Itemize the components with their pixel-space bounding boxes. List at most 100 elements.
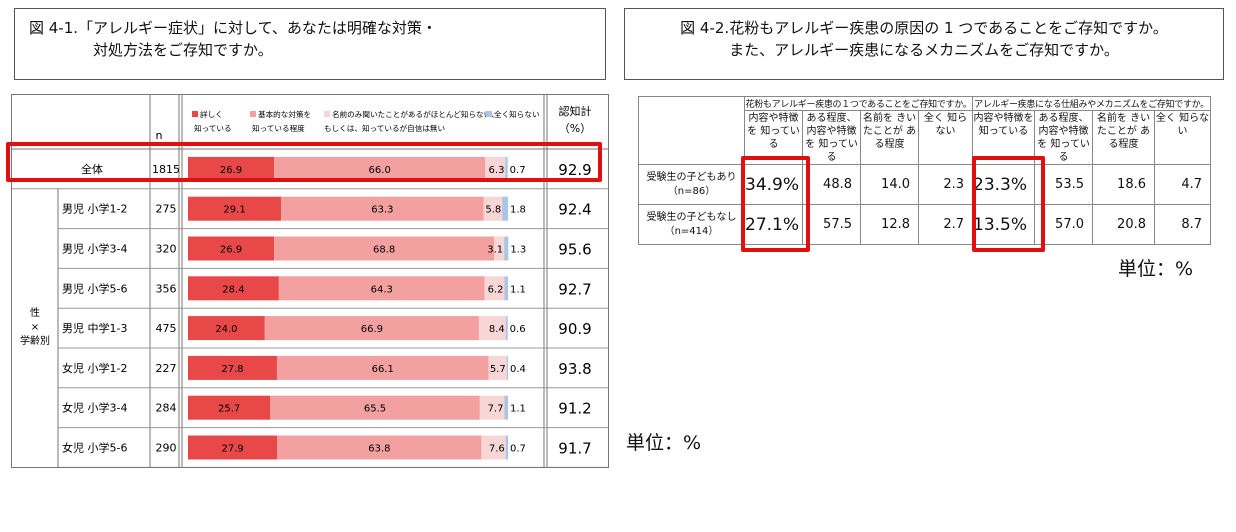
bar-data-label: 66.0: [369, 165, 391, 176]
side-label: 性: [30, 306, 40, 319]
bar-segment: [278, 276, 485, 301]
table-cell: 8.7: [1153, 204, 1212, 245]
legend-label-line1: 名前のみ聞いたことがあるがほとんど知らない、: [332, 109, 499, 119]
table-cell: 57.5: [802, 204, 861, 245]
bar-segment: [274, 156, 486, 181]
bar-segment: [188, 276, 279, 301]
bar-segment: [188, 395, 271, 420]
bar-segment: [488, 355, 507, 380]
table-cell: 20.8: [1092, 204, 1155, 245]
legend-label-line2: 知っている程度: [252, 123, 305, 133]
bar-data-label: 27.9: [222, 444, 244, 455]
bar-data-label: 64.3: [371, 284, 393, 295]
table-cell: 53.5: [1034, 164, 1093, 205]
n-value: 227: [156, 362, 177, 375]
n-value: 475: [156, 322, 177, 335]
category-label: 女児 小学1-2: [62, 361, 127, 375]
table-cell: 23.3%: [972, 164, 1035, 205]
n-value: 1815: [152, 163, 180, 176]
n-header: n: [156, 129, 163, 142]
bar-data-label: 5.8: [485, 205, 501, 216]
row-label-line2: （n=86）: [667, 185, 716, 197]
figure-4-1-title-line2: 対処方法をご存知ですか。: [93, 41, 273, 59]
row-label: 受験生の子どもなし （n=414）: [638, 204, 745, 245]
side-label: 学齢別: [20, 334, 50, 347]
total-value: 93.8: [558, 360, 591, 378]
bar-segment: [277, 435, 482, 460]
bar-segment: [505, 435, 508, 460]
bar-data-label: 66.1: [372, 364, 394, 375]
bar-data-label: 0.7: [510, 165, 526, 176]
bar-segment: [188, 196, 282, 221]
bar-data-label: 7.6: [489, 444, 505, 455]
category-label: 全体: [81, 162, 103, 176]
stacked-bar-chart: n 認知計 （%） 詳しく 知っている 基本的な対策を 知っている程度 名前のみ聞いたことがあ…: [11, 94, 609, 468]
legend-label-line2: もしくは、知っているが自信は無い: [324, 123, 445, 133]
column-header: 名前を きいたことが ある程度: [860, 110, 919, 165]
bar-data-label: 1.3: [510, 245, 526, 256]
total-value: 95.6: [558, 241, 591, 259]
total-value: 92.9: [558, 161, 591, 179]
bar-data-label: 1.1: [510, 404, 526, 415]
column-header: 全く 知らない: [1153, 110, 1212, 165]
bar-segment: [264, 316, 479, 341]
legend-swatch: [192, 111, 198, 117]
bar-segment: [504, 236, 509, 261]
bar-data-label: 63.8: [368, 444, 390, 455]
column-header: 名前を きいたことが ある程度: [1092, 110, 1155, 165]
bar-segment: [485, 156, 506, 181]
row-label: 受験生の子どもあり （n=86）: [638, 164, 745, 205]
row-label-line1: 受験生の子どもなし: [646, 211, 737, 223]
group-header-pollen: 花粉もアレルギー疾患の１つであることをご存知ですか。: [744, 96, 973, 111]
bar-segment: [276, 355, 489, 380]
bar-data-label: 27.8: [221, 364, 243, 375]
legend-swatch: [250, 111, 256, 117]
table-cell: 2.7: [918, 204, 973, 245]
column-header: 内容や特徴を 知っている: [744, 110, 803, 165]
bar-data-label: 28.4: [222, 284, 244, 295]
table-cell: 2.3: [918, 164, 973, 205]
category-label: 男児 小学1-2: [62, 202, 127, 216]
table-cell: 13.5%: [972, 204, 1035, 245]
bar-segment: [505, 156, 508, 181]
table-cell: 57.0: [1034, 204, 1093, 245]
bar-data-label: 68.8: [373, 245, 395, 256]
bar-segment: [188, 435, 278, 460]
column-header: 全く 知らない: [918, 110, 973, 165]
bar-data-label: 0.7: [510, 444, 526, 455]
figure-4-2-title: 図 4-2.花粉もアレルギー疾患の原因の 1 つであることをご存知ですか。 また…: [624, 8, 1224, 80]
column-header: ある程度、 内容や特徴を 知っている: [802, 110, 861, 165]
total-value: 91.7: [558, 440, 591, 458]
n-value: 290: [156, 442, 177, 455]
total-value: 91.2: [558, 400, 591, 418]
table-cell: 14.0: [860, 164, 919, 205]
bar-segment: [481, 435, 506, 460]
legend-label-line1: 詳しく: [200, 109, 223, 119]
total-value: 92.4: [558, 201, 591, 219]
bar-data-label: 66.9: [361, 324, 383, 335]
total-header-line2: （%）: [559, 122, 591, 135]
legend-label-line2: 知っている: [194, 123, 232, 133]
table-cell: 27.1%: [744, 204, 803, 245]
category-label: 男児 中学1-3: [62, 321, 127, 335]
bar-segment: [188, 156, 275, 181]
bar-data-label: 3.1: [487, 245, 503, 256]
legend-label-line1: 基本的な対策を: [258, 109, 311, 119]
bar-segment: [274, 236, 495, 261]
bar-data-label: 8.4: [489, 324, 505, 335]
awareness-table: 花粉もアレルギー疾患の１つであることをご存知ですか。 アレルギー疾患になる仕組み…: [638, 96, 1212, 245]
category-label: 女児 小学5-6: [62, 441, 127, 455]
row-label-line2: （n=414）: [664, 225, 719, 237]
side-label: ×: [31, 322, 39, 333]
figure-4-1-title: 図 4-1.「アレルギー症状」に対して、あなたは明確な対策・ 対処方法をご存知で…: [14, 8, 606, 80]
bar-segment: [506, 355, 508, 380]
bar-segment: [504, 276, 508, 301]
column-header: ある程度、 内容や特徴を 知っている: [1034, 110, 1093, 165]
bar-segment: [505, 316, 508, 341]
n-value: 320: [156, 243, 177, 256]
bar-data-label: 6.3: [489, 165, 505, 176]
category-label: 男児 小学5-6: [62, 281, 127, 295]
category-label: 女児 小学3-4: [62, 401, 127, 415]
legend-swatch: [486, 111, 492, 117]
